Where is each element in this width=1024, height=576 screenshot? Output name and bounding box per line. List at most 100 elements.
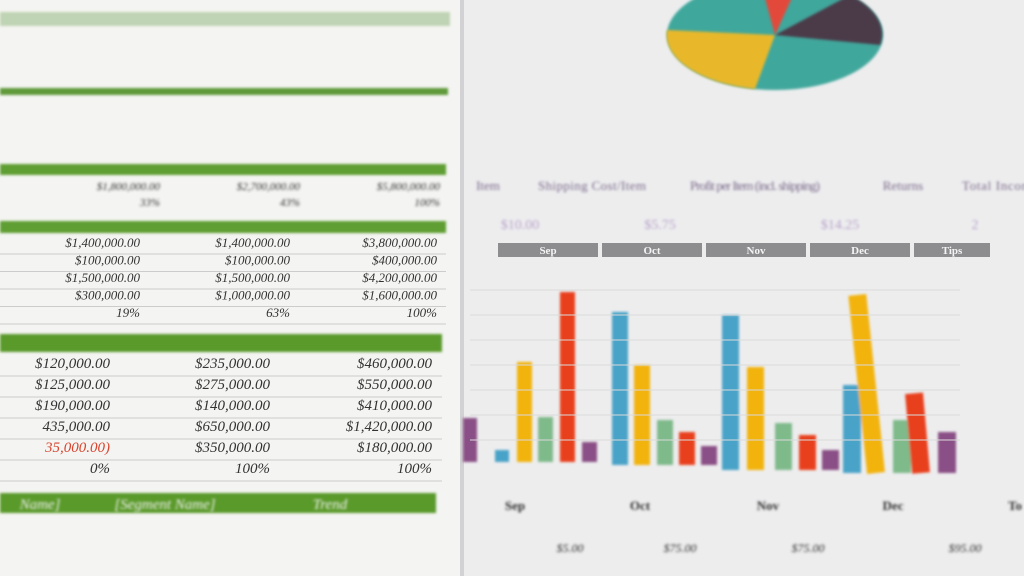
cell-text: $1,400,000.00 xyxy=(65,235,140,250)
cell-text: $120,000.00 xyxy=(35,356,111,372)
bar xyxy=(495,450,509,462)
month-header xyxy=(602,243,702,257)
cell-text: 0% xyxy=(90,461,110,477)
month-label: Tips xyxy=(942,245,963,257)
pie-slice xyxy=(775,0,883,45)
cell-text: $1,500,000.00 xyxy=(215,270,290,285)
cell-text: $5.75 xyxy=(644,218,676,233)
bar xyxy=(657,420,673,465)
green-bar xyxy=(0,12,450,26)
cell-text: $550,000.00 xyxy=(357,377,433,393)
texts: $1,800,000.00 $2,700,000.00 $5,800,000.00 3… xyxy=(0,178,1024,555)
cell-text: $300,000.00 xyxy=(75,288,141,303)
cell-text: $100,000.00 xyxy=(75,253,141,268)
green-bar xyxy=(0,164,446,175)
cell-text: $140,000.00 xyxy=(195,398,271,414)
month-header xyxy=(498,243,598,257)
green-bar xyxy=(0,334,442,352)
cell-text: $14.25 xyxy=(821,218,860,233)
cell-text: $10.00 xyxy=(501,218,540,233)
month-label: Oct xyxy=(643,245,660,257)
bar xyxy=(893,420,911,473)
cell-text: 100% xyxy=(397,461,432,477)
bar xyxy=(905,392,930,474)
cell-text: 435,000.00 xyxy=(43,419,111,435)
bar xyxy=(582,442,597,462)
cell-text: 43% xyxy=(280,197,300,209)
cell-text: $400,000.00 xyxy=(372,253,438,268)
cell-text: $100,000.00 xyxy=(225,253,291,268)
bar xyxy=(843,385,861,473)
bar xyxy=(701,446,717,465)
cell-text: $180,000.00 xyxy=(357,440,433,456)
header-text: Total Incon xyxy=(962,178,1024,193)
month-header xyxy=(914,243,990,257)
bar xyxy=(822,450,839,470)
cell-text: $275,000.00 xyxy=(195,377,271,393)
cell-text: $235,000.00 xyxy=(195,356,271,372)
header-text: Trend xyxy=(313,497,348,513)
green-bar xyxy=(0,493,436,513)
left-sheet xyxy=(0,0,462,576)
sheet-edge xyxy=(460,0,464,576)
cell-text: $4,200,000.00 xyxy=(362,270,437,285)
bar xyxy=(848,294,885,474)
header-text: Item xyxy=(476,178,500,193)
cell-text: $410,000.00 xyxy=(357,398,433,414)
green-bar xyxy=(0,88,448,95)
bar xyxy=(560,292,575,462)
month-header xyxy=(706,243,806,257)
header-text: Shipping Cost/Item xyxy=(538,178,646,193)
header-text: Nov xyxy=(757,498,780,513)
bar xyxy=(799,435,816,470)
header-text: Returns xyxy=(883,178,923,193)
header-text: [Segment Name] xyxy=(114,497,215,513)
cell-text: $1,000,000.00 xyxy=(215,288,290,303)
month-label: Sep xyxy=(539,245,556,257)
cell-text: 100% xyxy=(414,197,440,209)
green-bars xyxy=(0,12,450,513)
cell-text: $350,000.00 xyxy=(195,440,271,456)
cell-text: $1,600,000.00 xyxy=(362,288,437,303)
header-text: Dec xyxy=(883,498,904,513)
right-sheet xyxy=(462,0,1024,576)
cell-text: $190,000.00 xyxy=(35,398,111,414)
cell-text: 35,000.00) xyxy=(44,440,110,456)
cell-text: 33% xyxy=(139,197,160,209)
header-text: Name] xyxy=(19,497,61,513)
cell-text: $95.00 xyxy=(949,541,982,555)
cell-text: $1,400,000.00 xyxy=(215,235,290,250)
cell-text: $1,420,000.00 xyxy=(346,419,433,435)
cell-text: $125,000.00 xyxy=(35,377,111,393)
cell-text: $5,800,000.00 xyxy=(377,181,441,193)
header-text: Oct xyxy=(630,498,651,513)
month-header xyxy=(810,243,910,257)
cell-text: $1,500,000.00 xyxy=(65,270,140,285)
header-text: Profit per Item (incl. shipping) xyxy=(690,178,820,193)
month-label: Dec xyxy=(851,245,869,257)
cell-text: $650,000.00 xyxy=(195,419,271,435)
header-text: Sep xyxy=(505,498,525,513)
cell-text: 100% xyxy=(407,305,438,320)
cell-text: $3,800,000.00 xyxy=(362,235,437,250)
pie-slice xyxy=(765,0,791,35)
bar xyxy=(747,367,764,470)
green-bar xyxy=(0,221,446,233)
cell-text: $75.00 xyxy=(664,541,697,555)
bar xyxy=(938,432,956,473)
bar xyxy=(517,362,532,462)
cell-text: $460,000.00 xyxy=(357,356,433,372)
cell-text: 63% xyxy=(266,305,290,320)
cell-text: 19% xyxy=(116,305,140,320)
bar xyxy=(612,312,628,465)
cell-text: $2,700,000.00 xyxy=(237,181,301,193)
cell-text: $75.00 xyxy=(792,541,825,555)
cell-text: 2 xyxy=(972,218,979,233)
cell-text: $1,800,000.00 xyxy=(97,181,161,193)
bar xyxy=(722,315,739,470)
pie-slice xyxy=(666,30,775,89)
bar xyxy=(775,423,792,470)
bar xyxy=(679,432,695,465)
